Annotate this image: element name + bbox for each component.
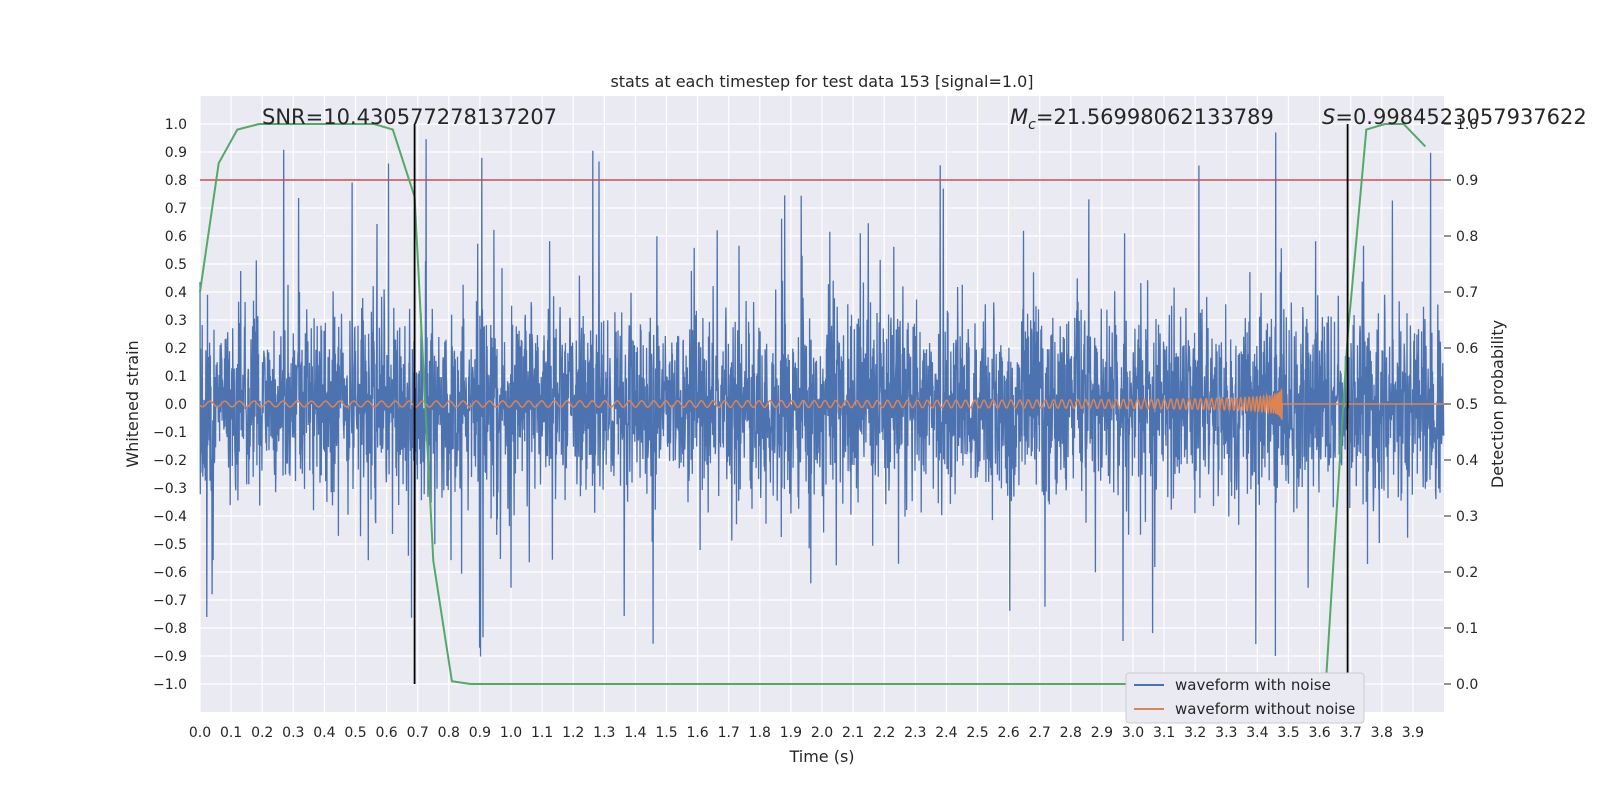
- y-axis-ticks: 1.0 0.9 0.8 0.7 0.6 0.5 0.4 0.3 0.2 0.1 0.0 −0.1 −0.…: [153, 117, 187, 693]
- y-tick-label: −0.8: [153, 621, 187, 637]
- x-tick-label: 0.3: [282, 725, 304, 741]
- x-tick-label: 1.3: [593, 725, 615, 741]
- y-tick-label: 1.0: [165, 117, 187, 133]
- x-tick-label: 1.5: [655, 725, 677, 741]
- series-waveform-without-noise: [199, 388, 1444, 420]
- y-tick-label: −1.0: [153, 677, 187, 693]
- y2-tick-label: 0.8: [1456, 229, 1478, 245]
- x-tick-label: 1.1: [531, 725, 553, 741]
- chart-title: stats at each timestep for test data 153…: [610, 72, 1033, 91]
- y-tick-label: 0.3: [165, 313, 187, 329]
- y2-tick-label: 0.4: [1456, 453, 1478, 469]
- y-tick-label: 0.5: [165, 257, 187, 273]
- y2-axis-label: Detection probability: [1488, 320, 1507, 488]
- x-tick-label: 0.7: [407, 725, 429, 741]
- chirp-mass-symbol: M: [1010, 105, 1028, 129]
- y-tick-label: 0.6: [165, 229, 187, 245]
- x-tick-label: 3.9: [1402, 725, 1424, 741]
- y-tick-label: 0.4: [165, 285, 187, 301]
- y-tick-label: −0.1: [153, 425, 187, 441]
- y2-tick-label: 1.0: [1456, 117, 1478, 133]
- x-axis-label: Time (s): [788, 747, 854, 766]
- x-tick-label: 3.5: [1277, 725, 1299, 741]
- x-tick-label: 1.6: [686, 725, 708, 741]
- x-tick-label: 0.9: [469, 725, 491, 741]
- y-tick-label: 0.1: [165, 369, 187, 385]
- x-tick-label: 0.6: [375, 725, 397, 741]
- y2-tick-label: 0.0: [1456, 677, 1478, 693]
- x-tick-label: 1.2: [562, 725, 584, 741]
- x-tick-label: 1.4: [624, 725, 646, 741]
- y-tick-label: −0.9: [153, 649, 187, 665]
- x-tick-label: 2.0: [811, 725, 833, 741]
- y-axis-label: Whitened strain: [123, 340, 142, 467]
- x-tick-label: 3.7: [1340, 725, 1362, 741]
- x-tick-label: 3.0: [1122, 725, 1144, 741]
- x-tick-label: 3.6: [1308, 725, 1330, 741]
- series-layer: [199, 123, 1445, 685]
- x-tick-label: 2.3: [904, 725, 926, 741]
- y-tick-label: −0.5: [153, 537, 187, 553]
- y-tick-label: 0.8: [165, 173, 187, 189]
- chirp-mass-annotation: Mc=21.56998062133789: [1010, 105, 1274, 133]
- x-tick-label: 1.7: [718, 725, 740, 741]
- y2-tick-label: 0.2: [1456, 565, 1478, 581]
- x-tick-label: 0.8: [438, 725, 460, 741]
- x-tick-label: 1.8: [749, 725, 771, 741]
- y-tick-label: −0.2: [153, 453, 187, 469]
- x-tick-label: 2.6: [997, 725, 1019, 741]
- x-tick-label: 2.2: [873, 725, 895, 741]
- y-tick-label: 0.9: [165, 145, 187, 161]
- x-tick-label: 3.1: [1153, 725, 1175, 741]
- score-value: =0.9984523057937622: [1335, 105, 1586, 129]
- legend-label-noise: waveform with noise: [1175, 676, 1331, 694]
- chirp-mass-subscript: c: [1028, 117, 1036, 133]
- y-tick-label: −0.3: [153, 481, 187, 497]
- legend-label-clean: waveform without noise: [1175, 700, 1355, 718]
- y2-axis-ticks: 0.0 0.1 0.2 0.3 0.4 0.5 0.6 0.7 0.8 0.9 1.0: [1444, 117, 1478, 693]
- x-tick-label: 1.9: [780, 725, 802, 741]
- y-tick-label: 0.0: [165, 397, 187, 413]
- x-tick-label: 3.4: [1246, 725, 1268, 741]
- series-detection-probability: [199, 123, 1427, 685]
- x-tick-label: 2.4: [935, 725, 957, 741]
- y-tick-label: −0.6: [153, 565, 187, 581]
- x-tick-label: 0.5: [344, 725, 366, 741]
- y2-tick-label: 0.1: [1456, 621, 1478, 637]
- y-tick-label: −0.7: [153, 593, 187, 609]
- x-tick-label: 3.2: [1184, 725, 1206, 741]
- x-tick-label: 0.0: [189, 725, 211, 741]
- chirp-mass-value: =21.56998062133789: [1036, 105, 1274, 129]
- x-axis-ticks: 0.0 0.1 0.2 0.3 0.4 0.5 0.6 0.7 0.8 0.9 1.0 1.1 1.2 1…: [189, 725, 1424, 741]
- series-waveform-with-noise: [199, 132, 1445, 657]
- y2-tick-label: 0.3: [1456, 509, 1478, 525]
- y2-tick-label: 0.9: [1456, 173, 1478, 189]
- y2-tick-label: 0.7: [1456, 285, 1478, 301]
- y2-tick-label: 0.6: [1456, 341, 1478, 357]
- y-tick-label: 0.2: [165, 341, 187, 357]
- x-tick-label: 0.4: [313, 725, 335, 741]
- x-tick-label: 2.5: [966, 725, 988, 741]
- score-annotation: S=0.9984523057937622: [1322, 105, 1587, 129]
- y-tick-label: −0.4: [153, 509, 187, 525]
- x-tick-label: 3.8: [1371, 725, 1393, 741]
- y-tick-label: 0.7: [165, 201, 187, 217]
- score-symbol: S: [1322, 105, 1335, 129]
- legend-box: [1125, 672, 1365, 724]
- x-tick-label: 2.9: [1091, 725, 1113, 741]
- x-tick-label: 2.8: [1060, 725, 1082, 741]
- snr-annotation: SNR=10.430577278137207: [262, 105, 557, 129]
- x-tick-label: 0.1: [220, 725, 242, 741]
- x-tick-label: 3.3: [1215, 725, 1237, 741]
- y2-tick-label: 0.5: [1456, 397, 1478, 413]
- legend: waveform with noise waveform without noi…: [1125, 672, 1365, 724]
- x-tick-label: 1.0: [500, 725, 522, 741]
- x-tick-label: 2.7: [1029, 725, 1051, 741]
- x-tick-label: 2.1: [842, 725, 864, 741]
- x-tick-label: 0.2: [251, 725, 273, 741]
